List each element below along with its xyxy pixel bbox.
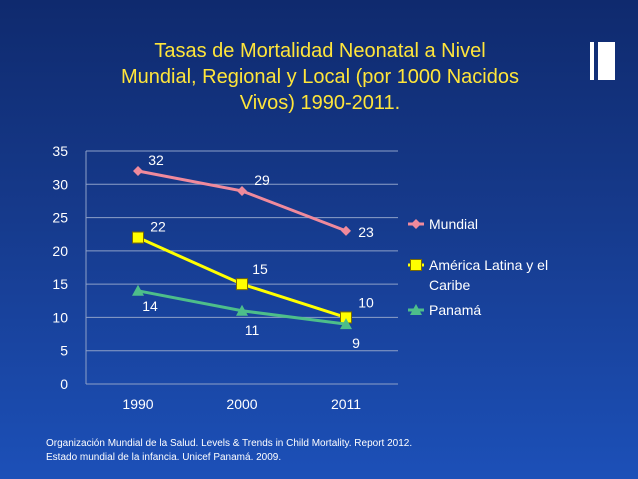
- legend-marker: [410, 304, 422, 315]
- y-tick-label: 0: [60, 376, 68, 392]
- y-tick-label: 30: [52, 176, 68, 192]
- data-point-marker: [236, 304, 248, 316]
- data-point-marker: [132, 231, 144, 244]
- y-tick-label: 25: [52, 210, 68, 226]
- data-label: 14: [142, 298, 158, 314]
- legend-label: Caribe: [429, 277, 470, 293]
- x-tick-label: 2000: [226, 396, 257, 412]
- title-line-1: Tasas de Mortalidad Neonatal a Nivel: [154, 40, 486, 62]
- title-line-2: Mundial, Regional y Local (por 1000 Naci…: [120, 66, 519, 88]
- legend-marker: [411, 219, 421, 229]
- data-label: 23: [358, 224, 374, 240]
- chart-title: Tasas de Mortalidad Neonatal a Nivel Mun…: [90, 38, 550, 116]
- data-label: 11: [245, 322, 260, 338]
- data-point-marker: [133, 165, 143, 176]
- data-label: 15: [252, 261, 268, 277]
- legend-label: Panamá: [429, 302, 481, 318]
- data-label: 22: [150, 219, 166, 235]
- source-note: Organización Mundial de la Salud. Levels…: [46, 437, 606, 465]
- x-tick-label: 1990: [122, 396, 153, 412]
- data-point-marker: [340, 318, 352, 330]
- data-point-marker: [132, 284, 144, 296]
- x-tick-label: 2011: [331, 396, 361, 412]
- y-tick-label: 35: [52, 143, 68, 159]
- legend-marker: [410, 259, 422, 271]
- decorative-bar: [590, 42, 594, 80]
- y-tick-label: 15: [52, 276, 68, 292]
- data-point-marker: [237, 185, 247, 196]
- data-label: 29: [254, 172, 270, 188]
- y-tick-label: 20: [52, 243, 68, 259]
- series-line-1: [137, 169, 347, 233]
- data-point-marker: [236, 278, 248, 291]
- y-tick-label: 5: [60, 343, 68, 359]
- title-line-3: Vivos) 1990-2011.: [239, 92, 401, 114]
- data-point-marker: [341, 225, 351, 236]
- legend-label: América Latina y el: [429, 257, 548, 273]
- legend-label: Mundial: [429, 216, 478, 232]
- data-label: 10: [358, 294, 374, 310]
- source-line-1: Organización Mundial de la Salud. Levels…: [46, 438, 413, 449]
- source-line-2: Estado mundial de la infancia. Unicef Pa…: [46, 452, 282, 463]
- data-label: 32: [148, 152, 164, 168]
- y-tick-label: 10: [52, 309, 68, 325]
- decorative-block: [598, 42, 615, 80]
- data-label: 9: [352, 335, 360, 351]
